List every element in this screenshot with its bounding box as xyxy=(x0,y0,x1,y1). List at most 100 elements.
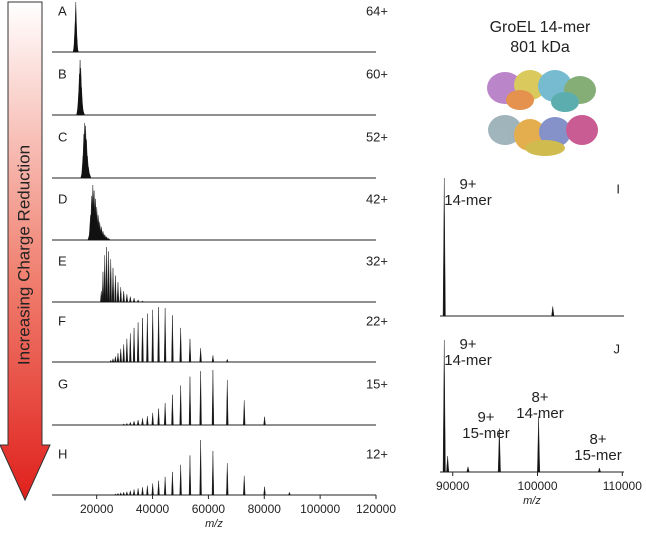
peak xyxy=(125,490,129,496)
peak xyxy=(263,486,266,496)
peak xyxy=(114,356,117,363)
peak xyxy=(171,394,174,426)
peak xyxy=(151,309,154,363)
peak xyxy=(105,246,108,303)
peak xyxy=(551,306,555,317)
peak xyxy=(129,333,132,363)
charge-label: 32+ xyxy=(366,253,388,268)
peak xyxy=(226,463,229,496)
peak xyxy=(537,416,540,473)
peak xyxy=(136,420,140,426)
peak xyxy=(101,271,105,303)
peak xyxy=(119,348,122,363)
peak xyxy=(211,450,215,496)
peak-annotation: 9+ xyxy=(477,409,494,426)
peak-annotation: 15-mer xyxy=(574,447,622,464)
peak xyxy=(199,371,202,426)
peak xyxy=(111,267,115,303)
peak xyxy=(243,475,246,496)
peak xyxy=(188,455,192,496)
peak xyxy=(179,327,182,363)
peak xyxy=(129,490,132,496)
peak xyxy=(243,400,246,426)
peak xyxy=(146,416,149,426)
charge-label: 42+ xyxy=(366,191,388,206)
peak xyxy=(141,317,144,363)
panel-label: E xyxy=(58,253,67,268)
peak xyxy=(109,359,112,363)
panel-label: C xyxy=(58,129,67,144)
protein-structure xyxy=(487,70,598,156)
peak xyxy=(226,379,229,426)
x-tick-label: 20000 xyxy=(80,502,114,516)
x-tick-label: 100000 xyxy=(300,502,340,516)
peak xyxy=(122,344,125,363)
peak xyxy=(111,357,115,363)
panel-label: J xyxy=(614,341,621,356)
peak xyxy=(129,296,132,303)
peak xyxy=(116,353,120,363)
peak xyxy=(466,466,470,473)
x-axis-label: m/z xyxy=(523,495,541,507)
peak xyxy=(100,290,103,303)
charge-label: 60+ xyxy=(366,66,388,81)
charge-arrow xyxy=(0,1,51,502)
peak xyxy=(136,322,140,363)
peak xyxy=(151,483,154,496)
charge-label: 22+ xyxy=(366,313,388,328)
peak xyxy=(104,236,109,241)
inset-title: GroEL 14-mer xyxy=(490,19,591,36)
peak xyxy=(199,348,202,363)
panel-label: D xyxy=(58,191,67,206)
x-tick-label: 120000 xyxy=(356,502,396,516)
peak-annotation: 15-mer xyxy=(462,425,510,442)
peak xyxy=(157,306,160,363)
peak xyxy=(179,464,182,496)
peak xyxy=(116,492,120,496)
peak xyxy=(146,313,149,363)
peak-annotation: 14-mer xyxy=(516,405,564,422)
peak xyxy=(125,338,128,363)
peak xyxy=(211,369,215,426)
peak xyxy=(188,376,192,426)
peak xyxy=(442,177,446,317)
peak xyxy=(288,491,291,496)
peak-annotation: 8+ xyxy=(589,431,606,448)
peak-annotation: 9+ xyxy=(459,336,476,353)
x-axis-label: m/z xyxy=(205,518,223,529)
panel-label: B xyxy=(58,66,67,81)
peak xyxy=(125,294,129,303)
peak xyxy=(109,259,112,303)
peak xyxy=(141,487,144,496)
inset-subtitle: 801 kDa xyxy=(510,39,570,56)
x-tick-label: 100000 xyxy=(517,479,557,493)
peak-annotation: 8+ xyxy=(531,389,548,406)
peak xyxy=(164,308,167,363)
charge-label: 15+ xyxy=(366,376,388,391)
peak xyxy=(119,287,122,303)
peak xyxy=(157,480,160,496)
peak-annotation: 14-mer xyxy=(444,192,492,209)
peak xyxy=(446,456,450,473)
x-tick-label: 90000 xyxy=(436,479,470,493)
peak xyxy=(132,298,136,303)
panel-label: F xyxy=(58,313,66,328)
peak-annotation: 9+ xyxy=(459,176,476,193)
peak xyxy=(132,489,136,496)
peak xyxy=(188,338,192,363)
peak xyxy=(125,422,129,426)
peak xyxy=(497,428,501,473)
peak xyxy=(171,471,174,496)
peak xyxy=(106,238,111,241)
peak xyxy=(597,467,601,473)
peak xyxy=(129,421,132,426)
panel-label: G xyxy=(58,376,68,391)
peak xyxy=(151,412,154,426)
peak xyxy=(81,110,85,116)
peak xyxy=(114,493,117,496)
peak xyxy=(114,275,117,303)
peak xyxy=(122,491,125,496)
peak xyxy=(179,385,182,426)
peak xyxy=(141,300,144,303)
